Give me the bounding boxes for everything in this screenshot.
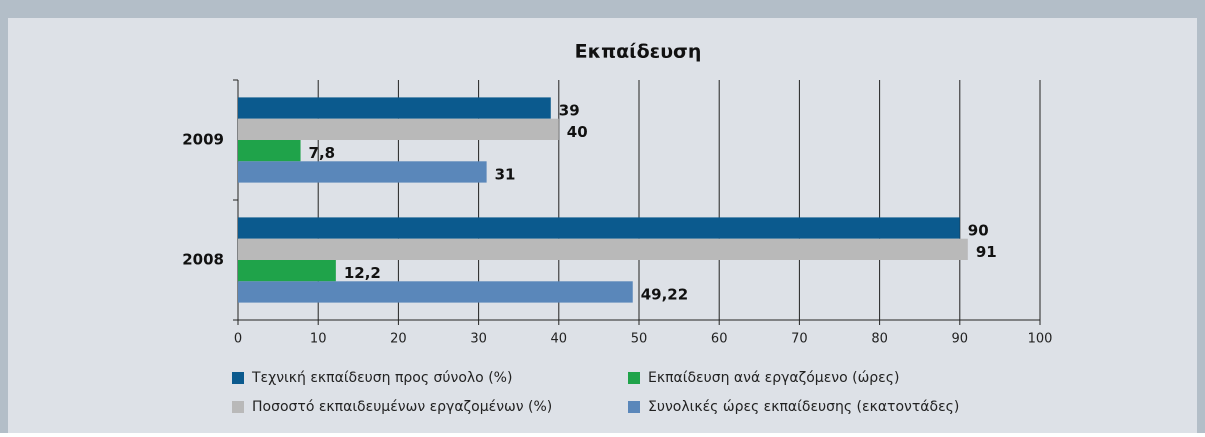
data-label: 12,2	[344, 264, 381, 282]
x-tick-label: 30	[470, 332, 487, 347]
legend-label: Ποσοστό εκπαιδευμένων εργαζομένων (%)	[252, 399, 552, 415]
x-tick-label: 100	[1028, 332, 1053, 347]
legend-swatch	[628, 401, 640, 413]
legend-swatch	[232, 372, 244, 384]
data-label: 49,22	[641, 285, 688, 303]
data-label: 31	[495, 165, 516, 183]
bar	[238, 281, 633, 303]
bar	[238, 238, 968, 260]
bar	[238, 140, 301, 162]
y-tick-label: 2009	[182, 131, 224, 149]
x-tick-label: 90	[952, 332, 969, 347]
data-label: 90	[968, 222, 989, 240]
legend-label: Τεχνική εκπαίδευση προς σύνολο (%)	[251, 370, 512, 386]
x-tick-label: 80	[871, 332, 888, 347]
bar	[238, 161, 487, 183]
x-tick-label: 0	[234, 332, 242, 347]
legend-swatch	[232, 401, 244, 413]
x-tick-label: 10	[310, 332, 327, 347]
legend-swatch	[628, 372, 640, 384]
x-tick-label: 70	[791, 332, 808, 347]
data-label: 39	[559, 102, 580, 120]
x-tick-label: 20	[390, 332, 407, 347]
y-tick-label: 2008	[182, 251, 224, 269]
x-tick-label: 60	[711, 332, 728, 347]
data-label: 7,8	[309, 144, 336, 162]
bar	[238, 118, 559, 140]
chart-title: Εκπαίδευση	[575, 41, 702, 63]
bar	[238, 97, 551, 119]
legend-label: Εκπαίδευση ανά εργαζόμενο (ώρες)	[648, 370, 899, 386]
bar	[238, 260, 336, 282]
bar	[238, 217, 960, 239]
data-label: 91	[976, 243, 997, 261]
legend-label: Συνολικές ώρες εκπαίδευσης (εκατοντάδες)	[648, 399, 959, 415]
x-tick-label: 50	[631, 332, 648, 347]
data-label: 40	[567, 123, 588, 141]
x-tick-label: 40	[551, 332, 568, 347]
